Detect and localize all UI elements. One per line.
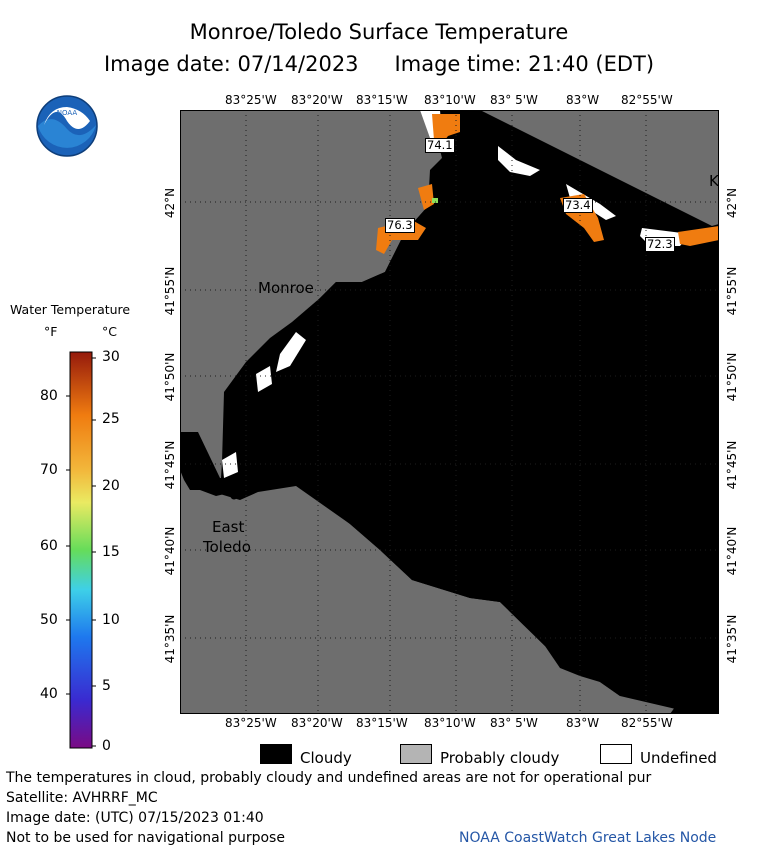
- temp-readout: 74.1: [425, 138, 455, 153]
- undefined-swatch: [600, 744, 632, 764]
- warm-water: [432, 114, 460, 144]
- cloudy-label: Cloudy: [300, 749, 352, 767]
- probably-cloudy-swatch: [400, 744, 432, 764]
- lon-label: 83°20'W: [291, 93, 343, 107]
- unit-celsius: °C: [102, 324, 117, 339]
- undefined-label: Undefined: [640, 749, 717, 767]
- fahrenheit-tick: 60: [40, 538, 58, 554]
- lat-label: 41°45'N: [725, 440, 739, 490]
- image-date-time: Image date: 07/14/2023 Image time: 21:40 …: [0, 52, 758, 76]
- probably-cloudy-label: Probably cloudy: [440, 749, 560, 767]
- lat-label: 41°55'N: [725, 266, 739, 316]
- temperature-map: [180, 110, 719, 714]
- color-scale-bar: [66, 351, 96, 749]
- cloud-cover-body: [220, 110, 719, 710]
- legend-title: Water Temperature: [10, 302, 131, 317]
- noaa-logo: NOAA: [36, 95, 98, 157]
- celsius-tick: 15: [102, 544, 120, 560]
- celsius-tick: 25: [102, 411, 120, 427]
- utc-date: Image date: (UTC) 07/15/2023 01:40: [6, 810, 264, 826]
- lon-label: 83°10'W: [424, 93, 476, 107]
- undefined-area: [276, 332, 306, 372]
- lon-label: 83°10'W: [424, 716, 476, 730]
- lon-label: 83°W: [566, 93, 600, 107]
- cloudy-swatch: [260, 744, 292, 764]
- lat-label: 41°55'N: [163, 266, 177, 316]
- monroe-marker: [323, 303, 329, 309]
- undefined-area: [498, 146, 540, 176]
- temp-readout: 73.4: [563, 198, 593, 213]
- fahrenheit-tick: 80: [40, 388, 58, 404]
- image-time: Image time: 21:40 (EDT): [394, 52, 655, 76]
- lat-label: 41°35'N: [725, 614, 739, 664]
- celsius-tick: 10: [102, 612, 120, 628]
- lon-label: 83°W: [566, 716, 600, 730]
- celsius-tick: 0: [102, 738, 111, 754]
- lon-label: 82°55'W: [621, 93, 673, 107]
- lat-label: 41°50'N: [163, 352, 177, 402]
- fahrenheit-tick: 70: [40, 462, 58, 478]
- lon-label: 83°20'W: [291, 716, 343, 730]
- lon-label: 83° 5'W: [490, 716, 538, 730]
- operational-note: The temperatures in cloud, probably clou…: [6, 770, 652, 786]
- color-scale-gradient: [69, 351, 93, 749]
- celsius-tick: 5: [102, 678, 111, 694]
- lat-label: 41°35'N: [163, 614, 177, 664]
- warm-water: [418, 184, 434, 210]
- unit-fahrenheit: °F: [44, 324, 58, 339]
- lon-label: 83°25'W: [225, 93, 277, 107]
- celsius-tick: 20: [102, 478, 120, 494]
- lon-label: 83°15'W: [356, 716, 408, 730]
- fahrenheit-tick: 40: [40, 686, 58, 702]
- toledo-marker: [230, 492, 238, 500]
- scale-ticks: [66, 357, 96, 747]
- satellite-info: Satellite: AVHRRF_MC: [6, 790, 158, 806]
- place-toledo: Toledo: [203, 538, 251, 556]
- lat-label: 41°45'N: [163, 440, 177, 490]
- lat-label: 41°40'N: [163, 526, 177, 576]
- place-monroe: Monroe: [258, 279, 314, 297]
- lon-label: 83°15'W: [356, 93, 408, 107]
- place-k: K: [709, 172, 719, 190]
- noaa-logo-text: NOAA: [57, 109, 78, 117]
- lat-label: 41°50'N: [725, 352, 739, 402]
- credit-link[interactable]: NOAA CoastWatch Great Lakes Node: [459, 830, 717, 846]
- lon-label: 82°55'W: [621, 716, 673, 730]
- image-date: Image date: 07/14/2023: [103, 52, 359, 76]
- navigation-note: Not to be used for navigational purpose: [6, 830, 285, 846]
- map-frame: [180, 110, 719, 714]
- map-title: Monroe/Toledo Surface Temperature: [189, 20, 569, 44]
- fahrenheit-tick: 50: [40, 612, 58, 628]
- lat-label: 42°N: [725, 187, 739, 219]
- celsius-tick: 30: [102, 349, 120, 365]
- temp-readout: 76.3: [385, 218, 415, 233]
- lon-label: 83°25'W: [225, 716, 277, 730]
- undefined-area: [256, 366, 272, 392]
- undefined-area: [222, 452, 238, 478]
- warm-water: [678, 226, 719, 246]
- lon-label: 83° 5'W: [490, 93, 538, 107]
- warm-water-green: [432, 198, 438, 203]
- lat-label: 42°N: [163, 187, 177, 219]
- place-east: East: [212, 518, 245, 536]
- lat-label: 41°40'N: [725, 526, 739, 576]
- temp-readout: 72.3: [645, 237, 675, 252]
